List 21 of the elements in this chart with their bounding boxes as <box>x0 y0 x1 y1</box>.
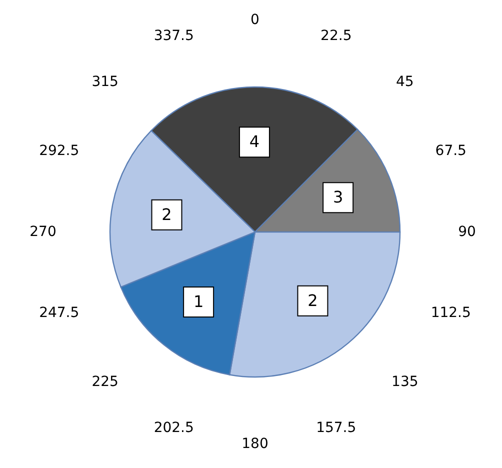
text: 180 <box>242 436 268 452</box>
text: 270 <box>30 224 56 240</box>
text: 45 <box>396 74 414 90</box>
text: 0 <box>250 12 260 28</box>
text: 22.5 <box>320 28 352 44</box>
slice-label: 1 <box>193 292 204 311</box>
text: 157.5 <box>316 420 356 436</box>
slice-label: 2 <box>308 290 318 310</box>
text: 337.5 <box>154 28 194 44</box>
slice-label: 4 <box>249 132 260 152</box>
text: 112.5 <box>430 305 471 322</box>
text: 202.5 <box>154 420 194 436</box>
text: 247.5 <box>39 305 80 322</box>
text: 315 <box>92 74 118 90</box>
slice-label: 2 <box>162 204 172 224</box>
text: 225 <box>92 374 118 390</box>
slice-label: 3 <box>332 188 344 207</box>
text: 292.5 <box>39 142 80 159</box>
text: 90 <box>458 224 476 240</box>
text: 67.5 <box>435 142 466 159</box>
text: 135 <box>392 374 418 390</box>
